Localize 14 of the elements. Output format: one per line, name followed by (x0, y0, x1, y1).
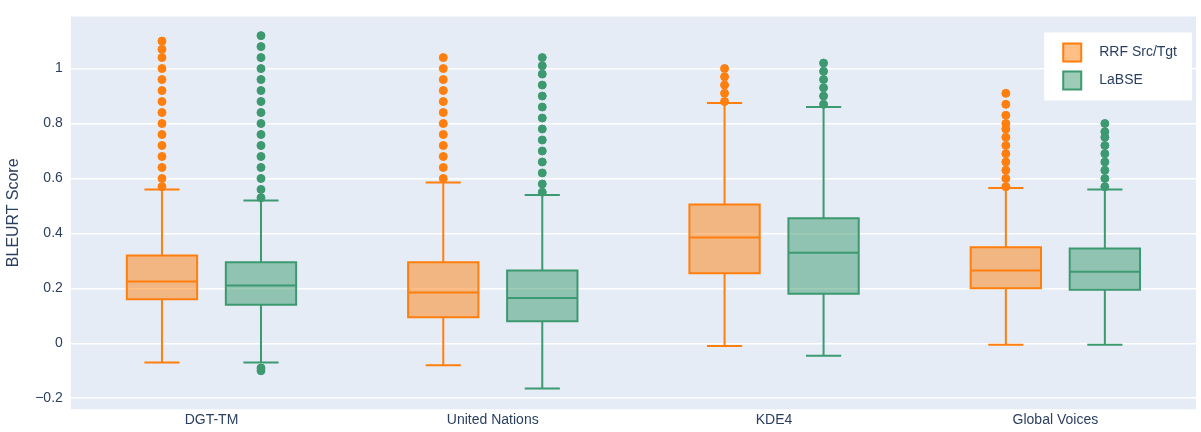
x-tick-label: Global Voices (1012, 411, 1099, 428)
y-tick-label: 0.8 (43, 114, 64, 131)
y-tick-label: 1 (55, 59, 64, 76)
legend-label: RRF Src/Tgt (1099, 43, 1178, 60)
y-axis-title: BLEURT Score (4, 158, 22, 268)
y-tick-label: 0 (55, 334, 64, 351)
y-tick-label: 0.6 (43, 169, 64, 186)
y-tick-label: 0.2 (43, 279, 64, 296)
y-tick-label: −0.2 (35, 389, 64, 406)
x-tick-label: DGT-TM (184, 411, 239, 428)
x-tick-label: KDE4 (755, 411, 793, 428)
y-tick-label: 0.4 (43, 224, 64, 241)
legend-label: LaBSE (1099, 71, 1143, 88)
x-tick-label: United Nations (446, 411, 539, 428)
